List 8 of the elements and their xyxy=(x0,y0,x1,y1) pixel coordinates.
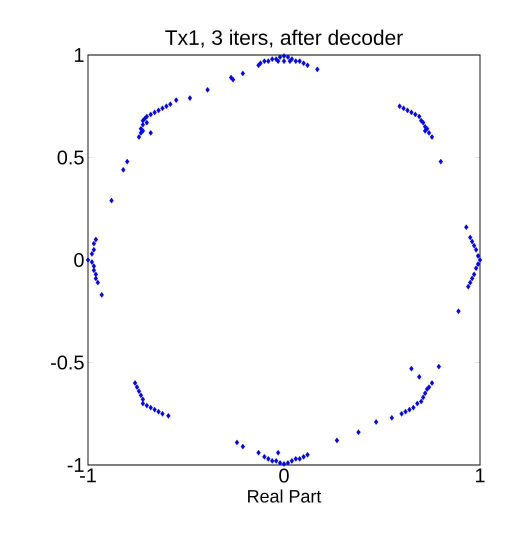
y-tick-label: 1 xyxy=(74,48,84,62)
y-tick-label: 0.5 xyxy=(58,150,84,165)
y-tick-label: 0 xyxy=(74,252,84,268)
chart-title: Tx1, 3 iters, after decoder xyxy=(165,30,403,48)
x-tick-label: 0 xyxy=(279,468,289,483)
y-tick-label: -0.5 xyxy=(51,355,84,370)
x-axis-title: Real Part xyxy=(248,489,322,503)
x-tick-label: 1 xyxy=(476,468,485,482)
